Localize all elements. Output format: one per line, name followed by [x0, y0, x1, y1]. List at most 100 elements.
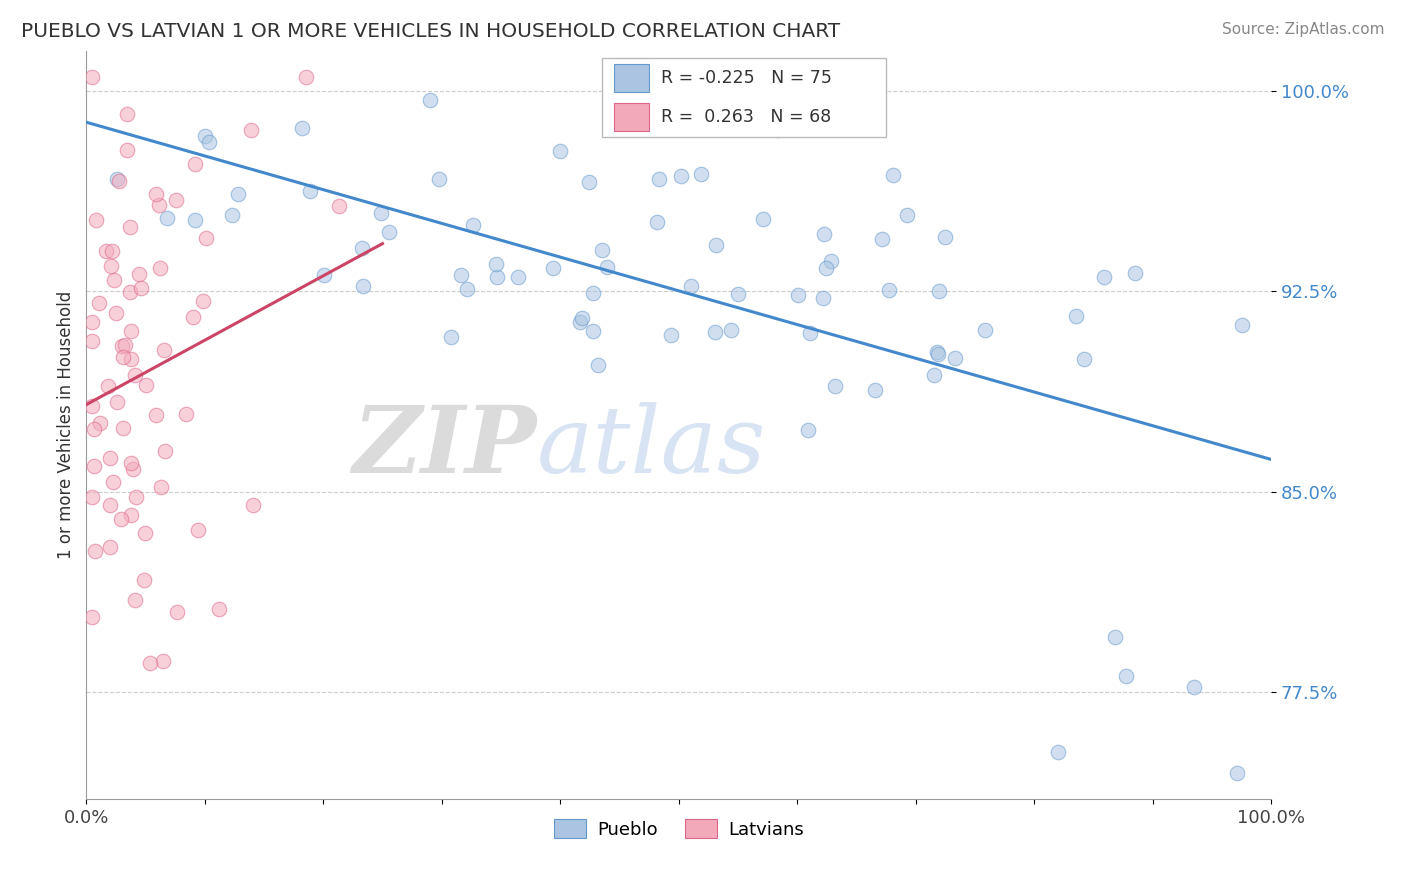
Point: [124, 593, 146, 607]
Point: [128, 267, 150, 281]
Point: [578, 175, 600, 189]
Point: [118, 285, 141, 300]
Point: [226, 187, 249, 202]
Point: [89, 417, 111, 431]
Point: [882, 168, 904, 182]
FancyBboxPatch shape: [602, 58, 886, 136]
Point: [350, 241, 373, 255]
Point: [928, 285, 950, 299]
Y-axis label: 1 or more Vehicles in Household: 1 or more Vehicles in Household: [58, 291, 75, 559]
Point: [145, 187, 167, 202]
Point: [153, 343, 176, 357]
Point: [896, 208, 918, 222]
Point: [571, 311, 593, 326]
Point: [83, 422, 105, 436]
Point: [508, 270, 530, 285]
Point: [240, 123, 263, 137]
Point: [704, 238, 727, 252]
Point: [83, 544, 105, 558]
Point: [184, 157, 207, 171]
Point: [582, 286, 605, 301]
Point: [596, 260, 619, 274]
Text: PUEBLO VS LATVIAN 1 OR MORE VEHICLES IN HOUSEHOLD CORRELATION CHART: PUEBLO VS LATVIAN 1 OR MORE VEHICLES IN …: [21, 22, 841, 41]
Point: [925, 344, 948, 359]
Point: [704, 325, 727, 339]
Point: [125, 490, 148, 504]
Point: [129, 281, 152, 295]
Point: [815, 260, 838, 275]
Text: atlas: atlas: [537, 402, 766, 492]
Point: [690, 167, 713, 181]
Point: [96, 244, 118, 258]
Point: [87, 295, 110, 310]
Point: [591, 243, 613, 257]
Point: [120, 508, 142, 523]
Point: [107, 174, 129, 188]
Point: [176, 407, 198, 421]
Point: [82, 315, 104, 329]
Point: [550, 144, 572, 158]
Legend: Pueblo, Latvians: Pueblo, Latvians: [547, 812, 811, 846]
Text: R =  0.263   N = 68: R = 0.263 N = 68: [661, 108, 831, 126]
Point: [1232, 318, 1254, 332]
Point: [669, 169, 692, 183]
Point: [1125, 266, 1147, 280]
Point: [111, 339, 134, 353]
Point: [727, 287, 749, 301]
Point: [1064, 310, 1087, 324]
Point: [378, 225, 401, 239]
Point: [927, 347, 949, 361]
Point: [149, 261, 172, 276]
Point: [787, 288, 810, 302]
Point: [112, 420, 135, 434]
Point: [799, 326, 821, 340]
Point: [973, 323, 995, 337]
Point: [221, 208, 243, 222]
Point: [134, 526, 156, 541]
Point: [110, 512, 132, 526]
Point: [943, 351, 966, 365]
Point: [679, 279, 702, 293]
Point: [120, 325, 142, 339]
Point: [187, 523, 209, 537]
Point: [105, 395, 128, 409]
Point: [120, 456, 142, 470]
Point: [291, 121, 314, 136]
Point: [720, 323, 742, 337]
Point: [1226, 765, 1249, 780]
Point: [183, 310, 205, 324]
Point: [456, 282, 478, 296]
Point: [132, 573, 155, 587]
Point: [83, 458, 105, 473]
Point: [312, 268, 335, 282]
Point: [139, 656, 162, 670]
Point: [208, 602, 231, 616]
Point: [485, 257, 508, 271]
Point: [156, 211, 179, 226]
Bar: [613, 63, 650, 92]
Point: [922, 368, 945, 382]
Point: [581, 324, 603, 338]
Point: [150, 479, 173, 493]
Point: [82, 609, 104, 624]
Point: [98, 450, 121, 465]
Point: [242, 498, 264, 512]
Point: [870, 232, 893, 246]
Point: [184, 213, 207, 227]
Point: [419, 93, 441, 107]
Point: [112, 350, 135, 364]
Point: [82, 400, 104, 414]
Point: [295, 70, 318, 85]
Point: [813, 227, 835, 241]
Point: [195, 231, 218, 245]
Point: [352, 278, 374, 293]
Point: [752, 211, 775, 226]
Point: [120, 219, 142, 234]
Point: [543, 260, 565, 275]
Point: [105, 172, 128, 186]
Point: [1046, 746, 1069, 760]
Point: [97, 379, 120, 393]
Point: [1092, 269, 1115, 284]
Point: [865, 383, 887, 397]
Point: [115, 107, 138, 121]
